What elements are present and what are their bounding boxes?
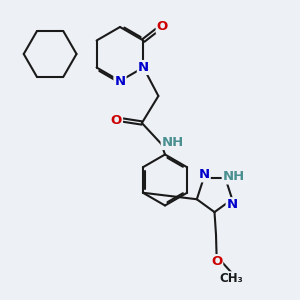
Text: CH₃: CH₃ <box>220 272 244 285</box>
Text: N: N <box>138 61 149 74</box>
Text: O: O <box>157 20 168 33</box>
Text: NH: NH <box>223 170 245 184</box>
Text: O: O <box>211 255 222 268</box>
Text: N: N <box>114 74 126 88</box>
Text: NH: NH <box>162 136 184 149</box>
Text: N: N <box>226 198 238 211</box>
Text: N: N <box>199 168 210 182</box>
Text: O: O <box>111 113 122 127</box>
